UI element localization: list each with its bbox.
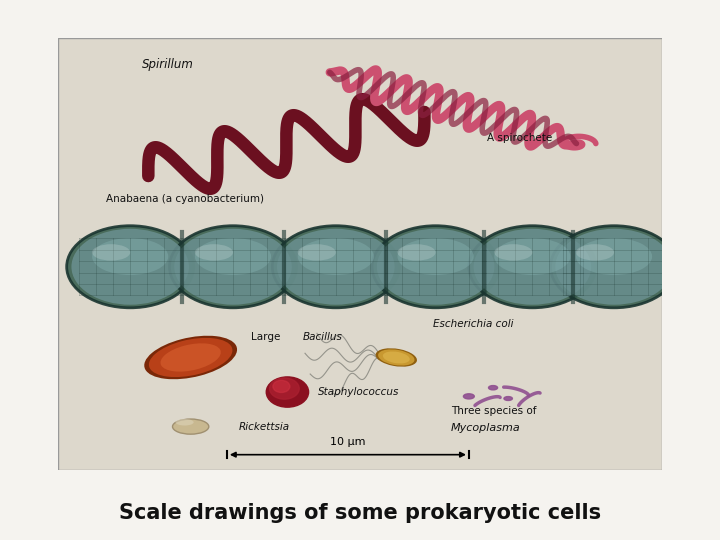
Ellipse shape xyxy=(555,229,672,305)
Ellipse shape xyxy=(464,394,474,399)
Ellipse shape xyxy=(173,419,209,434)
Ellipse shape xyxy=(372,226,499,308)
Text: Staphylococcus: Staphylococcus xyxy=(318,387,399,397)
Ellipse shape xyxy=(504,396,513,401)
Ellipse shape xyxy=(474,229,591,305)
Text: Bacillus: Bacillus xyxy=(302,332,343,342)
Ellipse shape xyxy=(92,244,130,261)
Text: Rickettsia: Rickettsia xyxy=(239,422,290,431)
Circle shape xyxy=(266,377,309,407)
Ellipse shape xyxy=(576,244,614,261)
Text: A spirochete: A spirochete xyxy=(487,133,552,144)
Ellipse shape xyxy=(397,238,474,275)
Ellipse shape xyxy=(144,336,237,379)
Ellipse shape xyxy=(494,238,570,275)
Text: Escherichia coli: Escherichia coli xyxy=(433,319,513,329)
Text: Anabaena (a cyanobacterium): Anabaena (a cyanobacterium) xyxy=(106,194,264,204)
Text: Mycoplasma: Mycoplasma xyxy=(451,423,521,433)
Ellipse shape xyxy=(277,229,395,305)
Text: 10 μm: 10 μm xyxy=(330,437,366,447)
Ellipse shape xyxy=(67,226,194,308)
Ellipse shape xyxy=(174,229,292,305)
Text: Spirillum: Spirillum xyxy=(143,58,194,71)
Circle shape xyxy=(269,378,300,399)
Text: Three species of: Three species of xyxy=(451,406,536,416)
Ellipse shape xyxy=(378,349,415,366)
Ellipse shape xyxy=(195,244,233,261)
Ellipse shape xyxy=(377,229,495,305)
Ellipse shape xyxy=(576,238,652,275)
Ellipse shape xyxy=(297,244,336,261)
Ellipse shape xyxy=(397,244,436,261)
Text: Large: Large xyxy=(251,332,284,342)
Circle shape xyxy=(273,380,290,393)
Text: Scale drawings of some prokaryotic cells: Scale drawings of some prokaryotic cells xyxy=(119,503,601,523)
Ellipse shape xyxy=(195,238,271,275)
Ellipse shape xyxy=(383,352,410,363)
Ellipse shape xyxy=(149,338,233,377)
Ellipse shape xyxy=(161,343,221,372)
Ellipse shape xyxy=(469,226,596,308)
Ellipse shape xyxy=(297,238,374,275)
Ellipse shape xyxy=(272,226,400,308)
Ellipse shape xyxy=(169,226,297,308)
Ellipse shape xyxy=(71,229,189,305)
Ellipse shape xyxy=(92,238,168,275)
Ellipse shape xyxy=(488,386,498,390)
Ellipse shape xyxy=(494,244,532,261)
Ellipse shape xyxy=(376,348,417,367)
Ellipse shape xyxy=(176,419,194,426)
Ellipse shape xyxy=(551,226,678,308)
